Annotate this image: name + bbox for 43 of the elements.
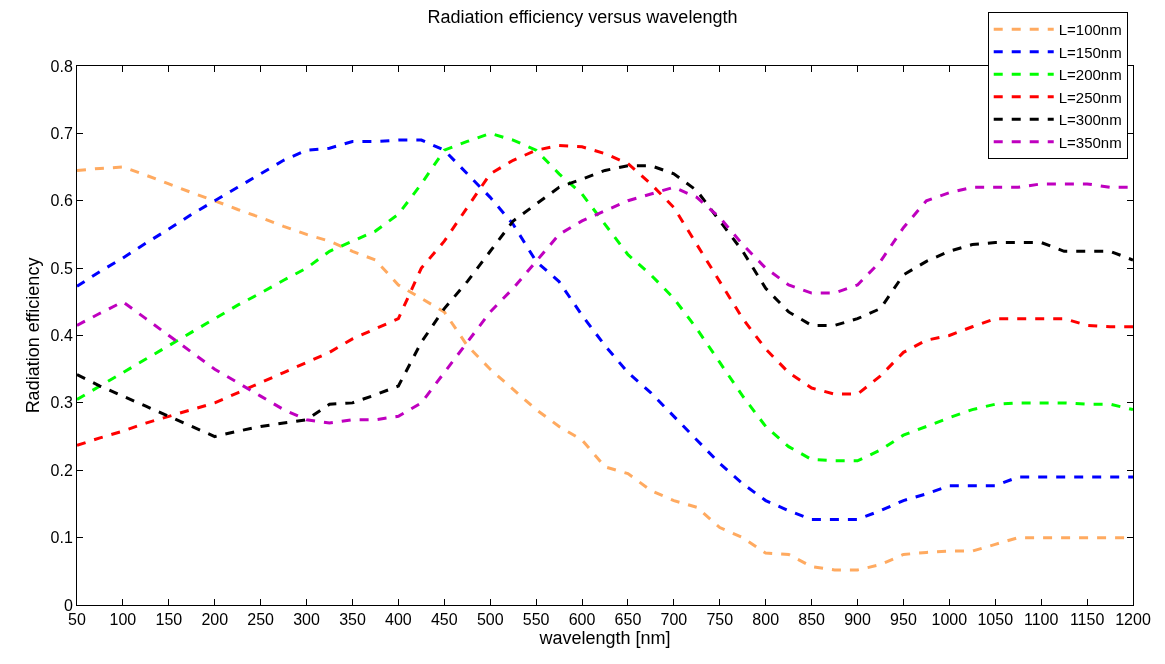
y-axis-title: Radiation efficiency bbox=[22, 257, 43, 414]
x-tick-label: 400 bbox=[385, 611, 412, 629]
y-tick-label: 0.1 bbox=[50, 529, 73, 547]
chart-title: Radiation efficiency versus wavelength bbox=[427, 6, 738, 27]
y-tick-label: 0.6 bbox=[50, 192, 73, 210]
x-tick-label: 900 bbox=[844, 611, 871, 629]
x-tick-label: 150 bbox=[155, 611, 183, 629]
x-tick-label: 300 bbox=[293, 611, 321, 629]
legend-label: L=150nm bbox=[1058, 43, 1122, 61]
x-tick-label: 800 bbox=[752, 611, 780, 629]
x-tick-label: 1050 bbox=[977, 611, 1014, 629]
y-tick-label: 0 bbox=[63, 596, 73, 614]
x-tick-label: 1200 bbox=[1115, 611, 1151, 629]
x-tick-label: 850 bbox=[798, 611, 826, 629]
x-tick-label: 1100 bbox=[1023, 611, 1059, 629]
y-tick-label: 0.3 bbox=[50, 394, 73, 412]
y-tick-label: 0.4 bbox=[50, 327, 73, 345]
x-tick-label: 950 bbox=[890, 611, 917, 629]
x-tick-label: 450 bbox=[430, 611, 458, 629]
x-axis-title: wavelength [nm] bbox=[538, 628, 671, 649]
x-tick-label: 550 bbox=[522, 611, 550, 629]
y-tick-label: 0.7 bbox=[50, 124, 73, 142]
x-tick-label: 50 bbox=[68, 611, 86, 629]
legend-label: L=300nm bbox=[1058, 111, 1122, 129]
x-tick-label: 750 bbox=[706, 611, 734, 629]
legend-label: L=200nm bbox=[1058, 66, 1122, 84]
y-tick-label: 0.8 bbox=[50, 57, 73, 75]
x-tick-label: 1000 bbox=[931, 611, 968, 629]
x-tick-label: 650 bbox=[614, 611, 642, 629]
x-tick-label: 600 bbox=[568, 611, 596, 629]
x-tick-label: 1150 bbox=[1069, 611, 1105, 629]
x-tick-label: 250 bbox=[247, 611, 275, 629]
y-tick-label: 0.2 bbox=[50, 461, 73, 479]
legend-label: L=100nm bbox=[1058, 21, 1122, 39]
line-series bbox=[77, 138, 1133, 521]
y-tick-label: 0.5 bbox=[50, 259, 73, 277]
x-tick-label: 200 bbox=[201, 611, 229, 629]
legend-label: L=250nm bbox=[1058, 88, 1122, 106]
x-tick-label: 100 bbox=[109, 611, 137, 629]
x-tick-label: 700 bbox=[660, 611, 688, 629]
legend-label: L=350nm bbox=[1058, 133, 1122, 151]
x-tick-label: 350 bbox=[339, 611, 366, 629]
x-tick-label: 500 bbox=[476, 611, 504, 629]
